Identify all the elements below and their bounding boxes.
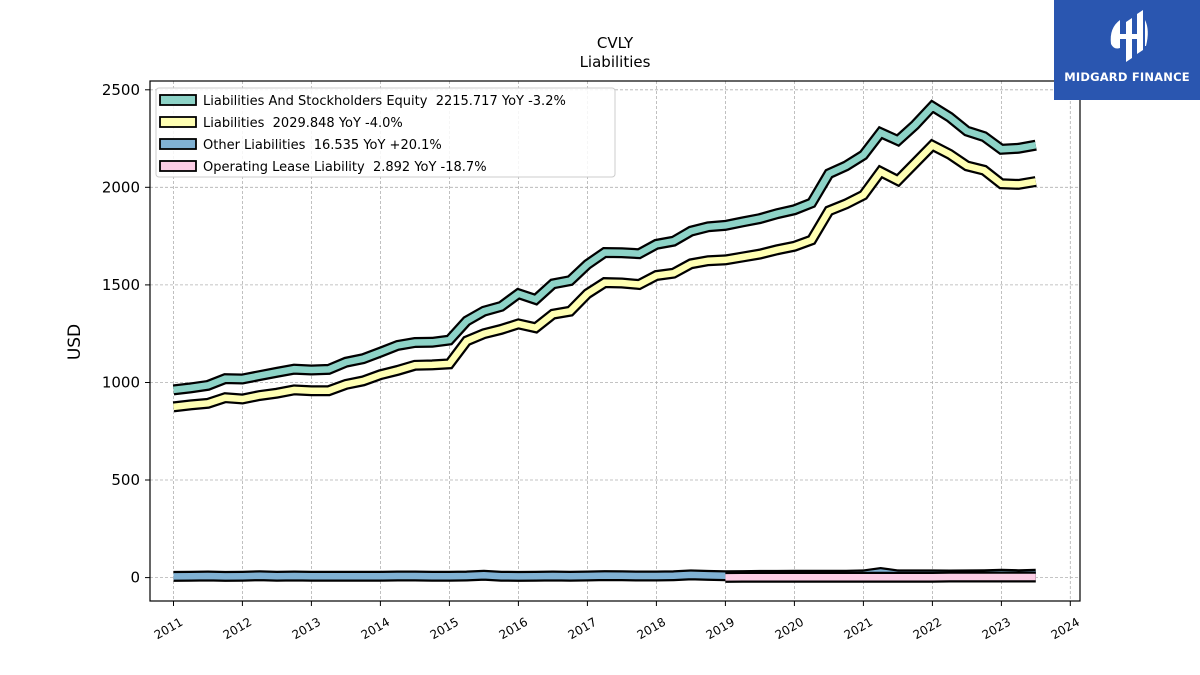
x-tick-label: 2020	[773, 615, 806, 642]
series-line	[173, 102, 1037, 394]
x-tick-label: 2022	[911, 615, 944, 642]
legend-entry: Other Liabilities 16.535 YoY +20.1%	[203, 138, 442, 153]
x-tick-label: 2021	[842, 615, 875, 642]
series-lines	[172, 99, 1037, 583]
chart-subtitle: Liabilities	[580, 53, 651, 71]
y-axis-label: USD	[65, 324, 85, 360]
legend: Liabilities And Stockholders Equity 2215…	[155, 87, 616, 178]
x-tick-label: 2011	[152, 615, 185, 642]
x-tick-label: 2016	[497, 615, 530, 642]
y-tick-label: 2000	[102, 178, 140, 196]
brand-logo: MIDGARD FINANCE	[1054, 0, 1200, 100]
x-tick-label: 2019	[704, 615, 737, 642]
legend-entry: Liabilities 2029.848 YoY -4.0%	[203, 116, 403, 131]
x-tick-label: 2015	[428, 615, 461, 642]
x-tick-label: 2017	[566, 615, 599, 642]
legend-entry: Operating Lease Liability 2.892 YoY -18.…	[203, 160, 487, 175]
x-tick-label: 2018	[635, 615, 668, 642]
x-tick-label: 2013	[290, 615, 323, 642]
legend-swatch	[159, 160, 197, 172]
legend-entry: Liabilities And Stockholders Equity 2215…	[203, 94, 566, 109]
legend-box	[155, 87, 616, 178]
y-tick-label: 500	[111, 471, 140, 489]
legend-swatch	[159, 94, 197, 106]
x-tick-label: 2014	[359, 615, 392, 642]
x-tick-label: 2024	[1049, 615, 1082, 642]
plot-frame	[149, 80, 1081, 602]
brand-mark-icon	[1110, 10, 1148, 62]
legend-swatch	[159, 116, 197, 128]
y-tick-label: 1000	[102, 374, 140, 392]
x-tick-label: 2023	[980, 615, 1013, 642]
y-tick-label: 0	[130, 569, 140, 587]
legend-swatch	[159, 138, 197, 150]
chart-title: CVLY	[597, 34, 634, 52]
y-axis-ticks: 0 500 1000 1500 2000 2500	[102, 81, 150, 587]
series-line	[173, 141, 1037, 411]
y-tick-label: 2500	[102, 81, 140, 99]
x-tick-label: 2012	[221, 615, 254, 642]
x-axis-ticks: 2011 2012 2013 2014 2015 2016 2017 2018 2019 2020…	[152, 601, 1082, 642]
y-tick-label: 1500	[102, 276, 140, 294]
brand-name: MIDGARD FINANCE	[1064, 70, 1190, 84]
